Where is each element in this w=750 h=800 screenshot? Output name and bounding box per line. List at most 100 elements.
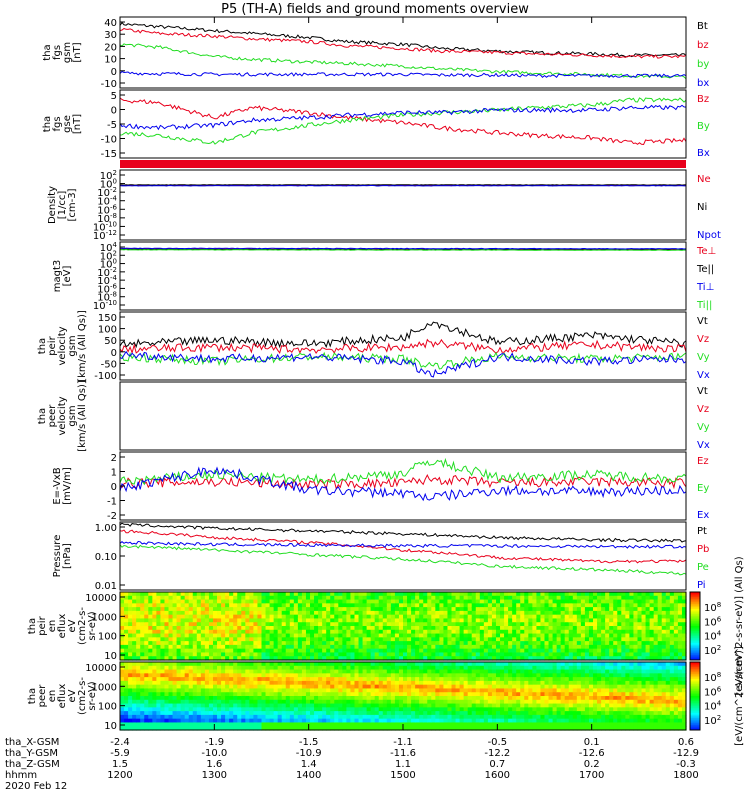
heat-cell [152, 641, 157, 646]
heat-cell [124, 618, 129, 623]
heat-cell [467, 699, 473, 705]
heat-cell [403, 684, 408, 690]
heat-cell [362, 656, 368, 661]
heat-cell [560, 644, 566, 650]
heat-cell [180, 703, 186, 708]
heat-cell [536, 637, 542, 642]
heat-cell [487, 599, 493, 604]
heat-cell [419, 662, 424, 667]
heat-cell [338, 607, 343, 612]
heat-cell [536, 656, 542, 661]
heat-cell [330, 673, 335, 678]
heat-cell [617, 669, 622, 674]
heat-cell [164, 652, 170, 657]
heat-cell [447, 648, 453, 654]
heat-cell [289, 677, 295, 682]
heat-cell [172, 673, 178, 678]
heat-cell [310, 641, 315, 646]
heat-cell [168, 722, 174, 727]
heat-cell [463, 722, 469, 727]
heat-cell [253, 707, 259, 712]
heat-cell [257, 684, 263, 690]
heat-cell [597, 618, 602, 623]
heat-cell [148, 718, 153, 724]
heat-cell [398, 633, 404, 638]
heat-cell [568, 722, 574, 727]
heat-cell [378, 684, 384, 690]
heat-cell [237, 610, 242, 616]
heat-cell [673, 629, 679, 635]
heat-cell [512, 648, 517, 654]
heat-cell [556, 652, 562, 657]
heat-cell [346, 599, 352, 604]
heat-cell [281, 610, 287, 616]
heat-cell [326, 629, 331, 635]
heat-cell [285, 641, 291, 646]
heat-cell [382, 707, 388, 712]
heat-cell [128, 599, 133, 604]
heat-cell [212, 688, 218, 693]
heat-cell [269, 684, 275, 690]
heat-cell [148, 644, 153, 650]
heat-cell [281, 599, 287, 604]
heat-cell [212, 644, 218, 650]
heat-cell [544, 680, 550, 686]
heat-cell [447, 718, 453, 724]
heat-cell [584, 595, 590, 601]
heat-cell [447, 711, 453, 716]
heat-cell [609, 637, 614, 642]
heat-cell [467, 614, 473, 620]
heat-cell [148, 711, 153, 716]
heat-cell [625, 610, 630, 616]
heat-cell [528, 711, 533, 716]
heat-cell [532, 607, 538, 612]
heat-cell [601, 707, 606, 712]
heat-cell [609, 711, 614, 716]
heat-cell [471, 707, 477, 712]
heat-cell [378, 688, 384, 693]
heat-cell [144, 680, 149, 686]
heat-cell [176, 592, 182, 597]
heat-cell [649, 644, 655, 650]
heat-cell [229, 595, 234, 601]
heat-cell [265, 714, 271, 720]
heat-cell [665, 648, 671, 654]
heat-cell [637, 644, 643, 650]
heat-cell [467, 603, 473, 608]
heat-cell [241, 726, 246, 731]
heat-cell [338, 726, 343, 731]
heat-cell [237, 599, 242, 604]
heat-cell [661, 633, 667, 638]
heat-cell [124, 673, 129, 678]
heat-cell [229, 662, 234, 667]
heat-cell [459, 662, 465, 667]
heat-cell [289, 711, 295, 716]
heat-cell [540, 641, 546, 646]
heat-cell [584, 662, 590, 667]
heat-cell [532, 669, 538, 674]
heat-cell [568, 610, 574, 616]
heat-cell [471, 673, 477, 678]
heat-cell [564, 607, 570, 612]
heat-cell [564, 652, 570, 657]
heat-cell [229, 603, 234, 608]
series-Pt [119, 522, 687, 543]
heat-cell [334, 622, 339, 627]
heat-cell [233, 618, 238, 623]
heat-cell [249, 677, 255, 682]
heat-cell [415, 726, 420, 731]
heat-cell [483, 626, 489, 631]
heat-cell [346, 626, 352, 631]
heat-cell [172, 629, 178, 635]
heat-cell [459, 603, 465, 608]
heat-cell [411, 696, 416, 701]
heat-cell [245, 637, 250, 642]
heat-cell [597, 641, 602, 646]
heat-cell [229, 652, 234, 657]
heat-cell [528, 614, 533, 620]
ylabel-line: peer [47, 404, 58, 428]
heat-cell [467, 669, 473, 674]
heat-cell [293, 692, 299, 697]
heat-cell [273, 673, 279, 678]
heat-cell [435, 633, 440, 638]
